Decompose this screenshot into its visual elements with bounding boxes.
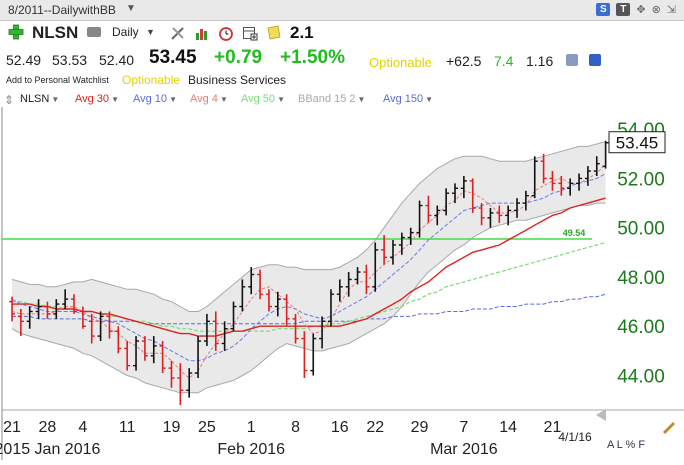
- x-tick-label: 19: [163, 419, 181, 436]
- avg4-line: [11, 163, 606, 379]
- last-price-box: [608, 131, 666, 154]
- price-change: +0.79: [214, 47, 263, 68]
- x-tick-label: 28: [39, 419, 57, 436]
- title-bar: 8/2011--DailywithBB ▼ S T ✥ ⊗ ⇲: [0, 0, 684, 21]
- draw-pencil-icon[interactable]: [662, 421, 676, 435]
- price-change-pct: +1.50%: [280, 47, 345, 68]
- period-select[interactable]: Daily: [112, 25, 139, 39]
- x-tick-label: 4: [78, 419, 87, 436]
- extra-value-2: 7.4: [494, 53, 514, 69]
- y-tick-label: 44.00: [617, 367, 665, 388]
- save-icon[interactable]: [589, 54, 601, 66]
- move-icon[interactable]: ✥: [636, 4, 646, 16]
- x-tick-label: 7: [459, 419, 468, 436]
- footer-date: 4/1/16: [558, 430, 592, 444]
- legend-label: Avg 150: [383, 93, 424, 105]
- s-menu-icon[interactable]: S: [596, 3, 611, 16]
- note-icon[interactable]: [266, 25, 282, 41]
- x-month-label: Feb 2016: [217, 441, 285, 458]
- x-tick-label: 11: [119, 419, 136, 436]
- pin-icon[interactable]: ⊗: [651, 4, 661, 16]
- x-tick-label: 22: [366, 419, 384, 436]
- t-menu-icon[interactable]: T: [616, 3, 631, 16]
- x-tick-label: 8: [291, 419, 300, 436]
- legend-label: Avg 50: [241, 93, 276, 105]
- horizontal-line-label: 49.54: [563, 228, 586, 238]
- x-tick-label: 14: [499, 419, 517, 436]
- y-tick-label: 50.00: [617, 219, 665, 240]
- bband-fill: [12, 141, 606, 393]
- x-tick-label: 21: [3, 419, 21, 436]
- sector-label: Business Services: [188, 73, 287, 87]
- x-month-label: 2015 Jan 2016: [0, 441, 100, 458]
- price-chart-svg[interactable]: 49.5454.0052.0050.0048.0046.0044.0053.45…: [0, 107, 684, 460]
- quote-bar: 52.49 53.53 52.40 53.45 +0.79 +1.50% Opt…: [0, 47, 684, 73]
- x-month-label: Mar 2016: [430, 441, 498, 458]
- symbol-label[interactable]: NLSN: [32, 23, 79, 42]
- low-price: 52.40: [99, 52, 135, 68]
- y-tick-label: 52.00: [617, 169, 665, 190]
- window-controls: S T ✥ ⊗ ⇲: [596, 3, 676, 16]
- toolbar: NLSN Daily ▼ 2.1: [0, 21, 684, 45]
- x-tick-label: 1: [247, 419, 256, 436]
- legend-item-nlsn[interactable]: NLSN ▼: [20, 93, 60, 105]
- legend-item-bband[interactable]: BBand 15 2 ▼: [298, 93, 366, 105]
- x-tick-label: 16: [331, 419, 349, 436]
- legend-label: NLSN: [20, 93, 50, 105]
- resize-icon[interactable]: ⇲: [666, 4, 676, 16]
- printer-icon[interactable]: [87, 27, 101, 37]
- legend-label: BBand 15 2: [298, 93, 356, 105]
- open-price: 52.49: [6, 52, 42, 68]
- price-chart[interactable]: 49.54 54.00 52.00 50.00 48.00 46.00 44.00 53.45…: [0, 107, 684, 460]
- scroll-arrow-icon[interactable]: [596, 409, 606, 421]
- indicator-legend: ⇕ NLSN ▼ Avg 30 ▼ Avg 10 ▼ Avg 4 ▼ Avg 50 ▼ B…: [0, 91, 684, 107]
- legend-label: Avg 30: [75, 93, 110, 105]
- x-tick-label: 25: [198, 419, 216, 436]
- legend-label: Avg 4: [190, 93, 218, 105]
- optionable-info: Optionable: [122, 73, 181, 87]
- tools-icon[interactable]: [170, 25, 186, 41]
- chart-title[interactable]: 8/2011--DailywithBB: [8, 3, 116, 17]
- database-icon[interactable]: [566, 54, 578, 66]
- calendar-icon[interactable]: [242, 25, 258, 41]
- title-dropdown-icon[interactable]: ▼: [126, 3, 136, 14]
- high-price: 53.53: [52, 52, 88, 68]
- info-bar: Add to Personal Watchlist Optionable Bus…: [0, 73, 684, 89]
- optionable-label: Optionable: [369, 55, 432, 70]
- legend-item-avg10[interactable]: Avg 10 ▼: [133, 93, 177, 105]
- y-tick-label: 48.00: [617, 268, 665, 289]
- avg10-line: [11, 173, 606, 362]
- add-watchlist-link[interactable]: Add to Personal Watchlist: [6, 75, 109, 85]
- x-tick-label: 21: [544, 419, 562, 436]
- extra-value-3: 1.16: [526, 53, 554, 69]
- period-dropdown-icon[interactable]: ▼: [146, 27, 155, 37]
- last-price-label: 53.45: [616, 134, 659, 153]
- legend-grip-icon[interactable]: ⇕: [4, 93, 15, 107]
- legend-item-avg150[interactable]: Avg 150 ▼: [383, 93, 434, 105]
- legend-item-avg50[interactable]: Avg 50 ▼: [241, 93, 285, 105]
- avg30-line: [12, 197, 606, 337]
- y-tick-label: 46.00: [617, 317, 665, 338]
- alarm-clock-icon[interactable]: [218, 25, 234, 41]
- x-tick-label: 29: [411, 419, 429, 436]
- bband-upper-line: [11, 141, 606, 312]
- bar-chart-icon[interactable]: [194, 25, 210, 41]
- footer-modes[interactable]: A L % F: [607, 439, 645, 451]
- legend-item-avg4[interactable]: Avg 4 ▼: [190, 93, 228, 105]
- extra-value-1: +62.5: [446, 53, 482, 69]
- last-price: 53.45: [149, 47, 197, 68]
- legend-label: Avg 10: [133, 93, 168, 105]
- version-label: 2.1: [290, 23, 314, 42]
- legend-item-avg30[interactable]: Avg 30 ▼: [75, 93, 119, 105]
- bband-lower-line: [11, 202, 606, 394]
- avg50-line: [12, 241, 606, 332]
- add-symbol-icon[interactable]: [8, 24, 24, 40]
